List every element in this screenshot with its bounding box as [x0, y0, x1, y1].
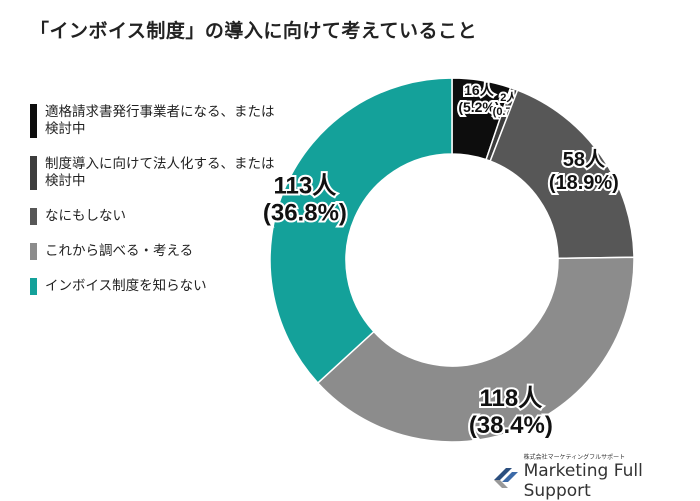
legend-label: インボイス制度を知らない: [45, 278, 207, 294]
legend-swatch: [30, 278, 37, 295]
legend-label: 制度導入に向けて法人化する、または検討中: [45, 156, 275, 189]
logo-company-en: Marketing Full Support: [523, 461, 643, 501]
logo-mark-icon: [494, 467, 518, 488]
legend-item: インボイス制度を知らない: [30, 278, 280, 295]
data-label: (38.4%): [469, 412, 553, 439]
legend-swatch: [30, 104, 37, 138]
legend-item: これから調べる・考える: [30, 243, 280, 260]
data-label: (5.2%): [458, 99, 499, 115]
legend-item: 制度導入に向けて法人化する、または検討中: [30, 156, 280, 190]
legend: 適格請求書発行事業者になる、または検討中 制度導入に向けて法人化する、または検討中…: [30, 104, 280, 313]
legend-label: これから調べる・考える: [45, 243, 194, 259]
legend-item: なにもしない: [30, 208, 280, 225]
logo-company-jp: 株式会社マーケティングフルサポート: [523, 454, 626, 461]
data-label: (36.8%): [263, 199, 347, 226]
donut-slice: [269, 77, 453, 385]
legend-swatch: [30, 243, 37, 260]
company-logo: 株式会社マーケティングフルサポート Marketing Full Support: [492, 452, 700, 501]
legend-label: 適格請求書発行事業者になる、または検討中: [45, 104, 275, 137]
legend-item: 適格請求書発行事業者になる、または検討中: [30, 104, 280, 138]
legend-swatch: [30, 156, 37, 190]
donut-slice: [316, 256, 635, 443]
data-label: (18.9%): [549, 172, 619, 194]
data-label: 118人: [479, 385, 542, 412]
chart-title: 「インボイス制度」の導入に向けて考えていること: [30, 20, 477, 42]
legend-swatch: [30, 208, 37, 225]
data-label: 58人: [563, 148, 606, 171]
data-label: 113人: [274, 172, 337, 199]
legend-label: なにもしない: [45, 208, 126, 224]
donut-slice: [489, 89, 635, 260]
data-label: 16人: [464, 82, 495, 98]
